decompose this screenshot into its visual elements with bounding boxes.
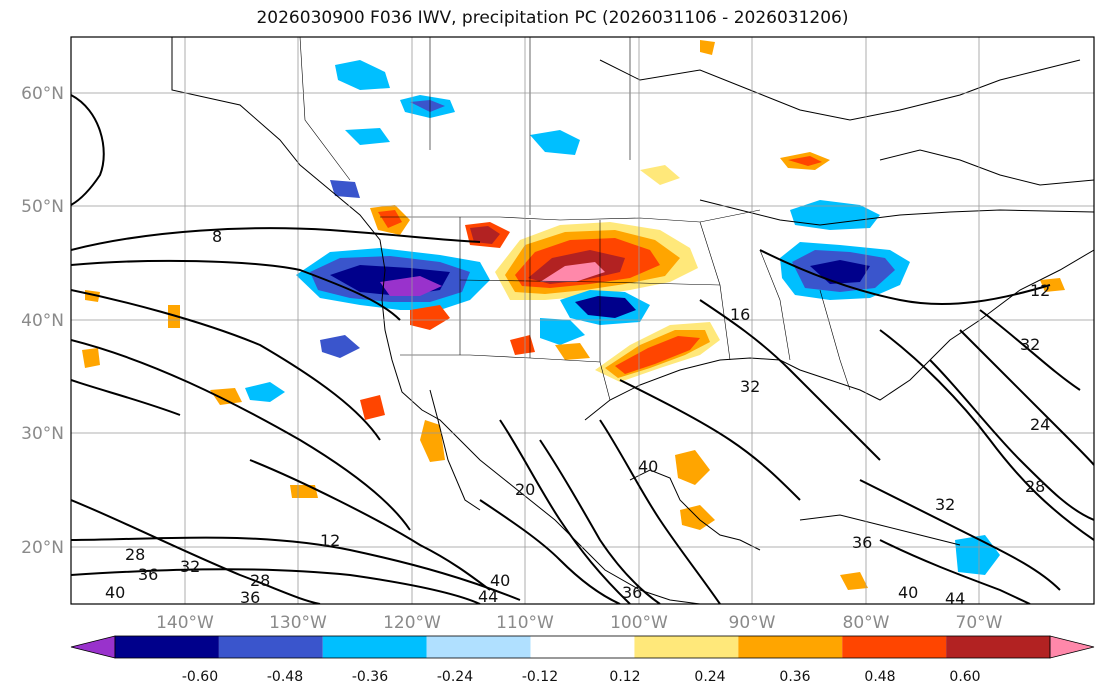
colorbar-tick-2: -0.48: [267, 669, 303, 685]
contour-label-40-b: 40: [490, 571, 510, 590]
colorbar-segment: [738, 636, 843, 658]
lon-tick-70: 70°W: [956, 613, 1003, 633]
colorbar: [70, 635, 1095, 659]
contour-label-12: 12: [320, 531, 340, 550]
colorbar-tick-4: -0.24: [437, 669, 473, 685]
borders: [299, 37, 851, 401]
contour-labels: 8 12 12 16 20 24 28 28 28 32 32 32 32 36…: [105, 227, 1050, 608]
precip-shading: [82, 40, 1065, 590]
lat-tick-60: 60°N: [21, 84, 64, 104]
contour-label-36-b: 36: [240, 588, 260, 607]
contour-label-32-b: 32: [180, 557, 200, 576]
map-frame: [70, 36, 1095, 605]
lon-tick-120: 120°W: [383, 613, 441, 633]
contour-label-36: 36: [138, 565, 158, 584]
lat-tick-50: 50°N: [21, 197, 64, 217]
contour-label-36-c: 36: [622, 583, 642, 602]
colorbar-segment: [426, 636, 531, 658]
colorbar-segment: [946, 636, 1050, 658]
lon-tick-100: 100°W: [610, 613, 668, 633]
colorbar-tick-8: 0.36: [779, 669, 810, 685]
iwv-contours: [71, 94, 1094, 604]
contour-label-16: 16: [730, 305, 750, 324]
colorbar-tick-1: -0.60: [182, 669, 218, 685]
colorbar-extend-low: [70, 635, 116, 659]
latitude-ticks: 60°N 50°N 40°N 30°N 20°N: [21, 84, 64, 558]
colorbar-tick-9: 0.48: [864, 669, 895, 685]
colorbar-extend-high: [1049, 635, 1095, 659]
longitude-ticks: 140°W 130°W 120°W 110°W 100°W 90°W 80°W …: [156, 613, 1003, 633]
contour-label-28: 28: [125, 545, 145, 564]
colorbar-border: [114, 635, 1051, 659]
contour-label-40-d: 40: [898, 583, 918, 602]
graticule: [71, 37, 1094, 604]
colorbar-segment: [530, 636, 635, 658]
colorbar-segment: [634, 636, 739, 658]
colorbar-tick-5: -0.12: [522, 669, 558, 685]
colorbar-tick-3: -0.36: [352, 669, 388, 685]
lat-tick-30: 30°N: [21, 424, 64, 444]
contour-label-28-east: 28: [1025, 477, 1045, 496]
contour-label-24: 24: [1030, 415, 1050, 434]
lon-tick-140: 140°W: [156, 613, 214, 633]
map-title: 2026030900 F036 IWV, precipitation PC (2…: [256, 8, 849, 28]
colorbar-tick-10: 0.60: [949, 669, 980, 685]
lon-tick-90: 90°W: [729, 613, 776, 633]
contour-label-20: 20: [515, 480, 535, 499]
colorbar-tick-6: 0.12: [609, 669, 640, 685]
contour-label-44: 44: [478, 587, 498, 606]
contour-label-32-ne: 32: [1020, 335, 1040, 354]
contour-label-12-east: 12: [1030, 281, 1050, 300]
contour-label-32: 32: [740, 377, 760, 396]
contour-label-44-b: 44: [945, 589, 965, 608]
colorbar-segment: [322, 636, 427, 658]
contour-label-36-d: 36: [852, 533, 872, 552]
coastlines: [171, 37, 1094, 604]
colorbar-labels: -0.60 -0.48 -0.36 -0.24 -0.12 0.12 0.24 …: [182, 669, 981, 685]
lon-tick-130: 130°W: [269, 613, 327, 633]
contour-label-8: 8: [212, 227, 222, 246]
colorbar-segment: [842, 636, 947, 658]
colorbar-segment: [115, 636, 219, 658]
contour-label-32-east: 32: [935, 495, 955, 514]
colorbar-tick-7: 0.24: [694, 669, 725, 685]
contour-label-40: 40: [105, 583, 125, 602]
contour-label-40-c: 40: [638, 457, 658, 476]
contour-label-28-b: 28: [250, 571, 270, 590]
lat-tick-20: 20°N: [21, 538, 64, 558]
lat-tick-40: 40°N: [21, 311, 64, 331]
colorbar-segment: [218, 636, 323, 658]
lon-tick-80: 80°W: [843, 613, 890, 633]
lon-tick-110: 110°W: [496, 613, 554, 633]
